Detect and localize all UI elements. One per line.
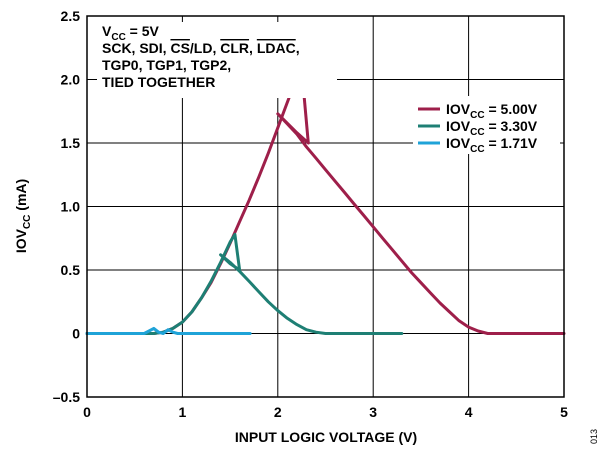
y-tick-label: 0 <box>72 326 80 342</box>
y-tick-label: 2.5 <box>61 8 81 24</box>
annotation-line2-c: , <box>249 40 257 56</box>
x-tick-label: 3 <box>369 404 377 420</box>
annotation-clr-overbar: CLR <box>220 40 249 56</box>
annotation-ldac-overbar: LDAC <box>257 40 296 56</box>
y-axis-title-unit: (mA) <box>13 179 29 215</box>
annotation-line1: VCC = 5V <box>102 23 160 43</box>
y-tick-label: 1.0 <box>61 199 81 215</box>
annotation-v-sub: CC <box>111 32 125 43</box>
x-tick-label: 0 <box>83 404 91 420</box>
y-tick-label: –0.5 <box>53 389 80 405</box>
legend-label-1: IOVCC = 5.00V <box>446 101 538 121</box>
y-axis-title-sub: CC <box>22 215 33 229</box>
x-tick-labels: 0 1 2 3 4 5 <box>83 404 568 420</box>
x-tick-label: 4 <box>465 404 473 420</box>
annotation-line2: SCK, SDI, CS/LD, CLR, LDAC, <box>102 40 300 56</box>
annotation-line2-a: SCK, SDI, <box>102 40 170 56</box>
legend-label-2: IOVCC = 3.30V <box>446 118 538 138</box>
annotation-line2-b: /LD, <box>190 40 220 56</box>
y-tick-label: 0.5 <box>61 262 81 278</box>
y-axis-title: IOVCC (mA) <box>13 179 33 253</box>
figure-id: 013 <box>589 429 599 444</box>
annotation-v-rest: = 5V <box>126 23 160 39</box>
annotation-line2-d: , <box>296 40 300 56</box>
annotation-line4: TIED TOGETHER <box>102 74 215 90</box>
x-tick-label: 1 <box>179 404 187 420</box>
series-lines <box>85 66 566 335</box>
series-line-3 <box>85 326 252 335</box>
y-tick-label: 1.5 <box>61 135 81 151</box>
y-axis-title-main: IOV <box>13 228 29 253</box>
y-tick-labels: –0.5 0 0.5 1.0 1.5 2.0 2.5 <box>53 8 80 405</box>
x-axis-title: INPUT LOGIC VOLTAGE (V) <box>235 429 417 445</box>
plot-frame <box>86 15 565 398</box>
y-tick-label: 2.0 <box>61 72 81 88</box>
x-tick-label: 2 <box>274 404 282 420</box>
annotation-line3: TGP0, TGP1, TGP2, <box>102 57 231 73</box>
annotation-v: V <box>102 23 112 39</box>
legend-label-3: IOVCC = 1.71V <box>446 135 538 155</box>
series-line-2 <box>85 232 404 335</box>
annotation-background <box>97 22 337 98</box>
annotation-cs-overbar: CS <box>170 40 189 56</box>
x-tick-label: 5 <box>560 404 568 420</box>
